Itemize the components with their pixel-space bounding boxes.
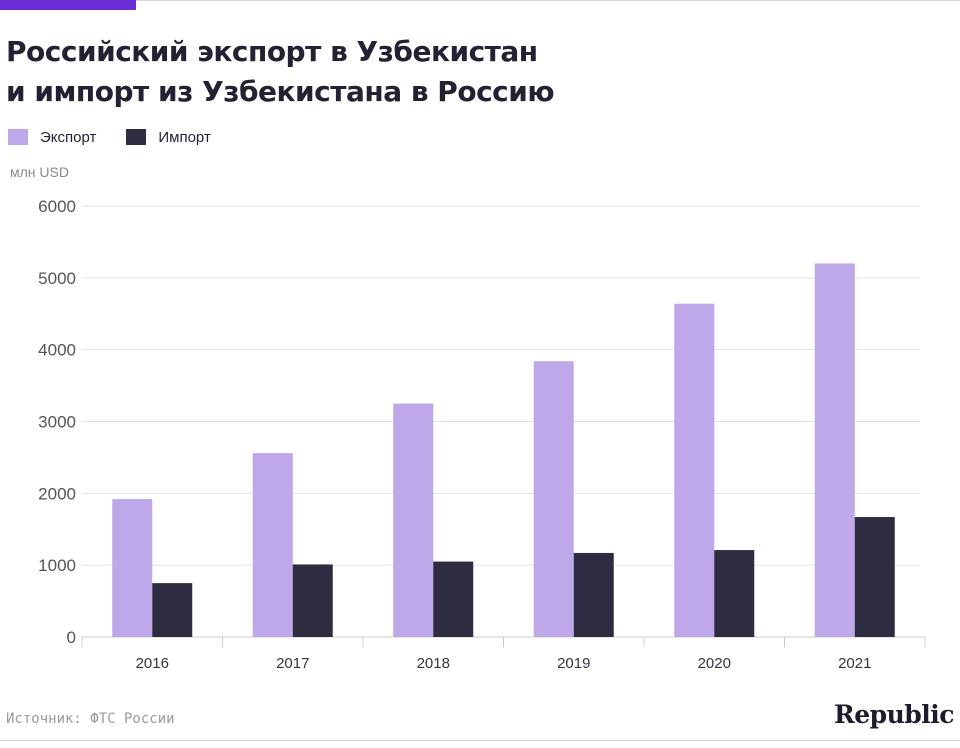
bar-import (714, 550, 755, 637)
bar-export (112, 499, 153, 637)
bottom-divider (0, 740, 960, 741)
bar-import (854, 517, 895, 637)
legend-swatch-import (126, 129, 147, 145)
x-tick-label: 2021 (838, 655, 871, 672)
x-tick-label: 2017 (276, 655, 309, 672)
bar-export (674, 303, 715, 637)
legend-label-import: Импорт (158, 128, 211, 146)
legend-label-export: Экспорт (40, 128, 97, 146)
x-tick-label: 2019 (557, 655, 590, 672)
chart-title-line-1: Российский экспорт в Узбекистан (6, 35, 538, 68)
y-tick-label: 1000 (38, 556, 76, 575)
x-tick-label: 2020 (698, 655, 731, 672)
y-tick-label: 5000 (38, 269, 76, 288)
top-divider (136, 0, 960, 1)
y-tick-label: 3000 (38, 413, 76, 432)
y-tick-label: 2000 (38, 484, 76, 503)
bar-import (152, 583, 193, 637)
bar-export (252, 453, 293, 637)
legend-item-export: Экспорт (8, 129, 96, 146)
y-tick-label: 6000 (38, 197, 76, 216)
x-tick-label: 2016 (136, 655, 169, 672)
bar-export (393, 403, 434, 637)
legend: Экспорт Импорт (8, 126, 241, 148)
bar-import (292, 564, 333, 637)
y-tick-label: 4000 (38, 341, 76, 360)
republic-logo: Republic (833, 700, 955, 729)
legend-swatch-export (8, 129, 28, 145)
source-note: Источник: ФТС России (6, 711, 175, 727)
bar-export (814, 263, 855, 637)
bar-import (573, 552, 614, 637)
x-tick-label: 2018 (417, 655, 450, 672)
accent-bar (0, 0, 136, 10)
chart-title-line-2: и импорт из Узбекистана в Россию (6, 75, 555, 108)
legend-item-import: Импорт (126, 128, 211, 146)
chart-title: Российский экспорт в Узбекистан и импорт… (6, 32, 906, 112)
y-axis-unit-label: млн USD (10, 164, 69, 180)
bar-export (533, 361, 574, 637)
bar-import (433, 561, 474, 637)
y-tick-label: 0 (67, 628, 76, 647)
bar-chart: 0 1000 2000 3000 4000 5000 6000 2016 2017 2018 201… (38, 197, 926, 672)
